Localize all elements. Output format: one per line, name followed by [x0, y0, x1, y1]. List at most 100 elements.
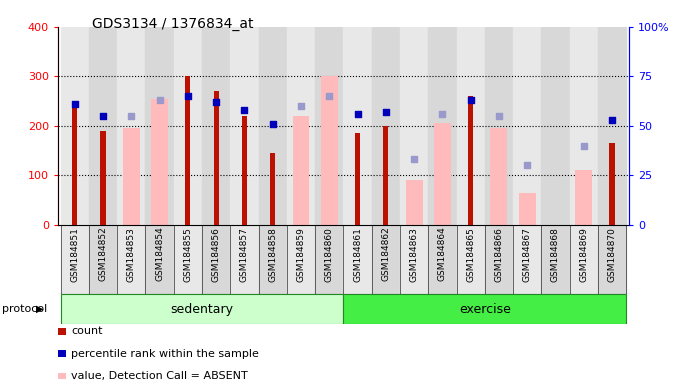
- Bar: [575, 170, 592, 225]
- Bar: [287, 225, 315, 294]
- Bar: [485, 27, 513, 225]
- Bar: [609, 143, 615, 225]
- Bar: [151, 99, 168, 225]
- Text: GSM184870: GSM184870: [607, 227, 617, 281]
- Bar: [343, 225, 372, 294]
- Text: GSM184851: GSM184851: [70, 227, 80, 281]
- Bar: [456, 225, 485, 294]
- Text: ▶: ▶: [36, 304, 44, 314]
- Bar: [372, 225, 400, 294]
- Bar: [214, 91, 219, 225]
- Bar: [570, 225, 598, 294]
- Bar: [89, 225, 117, 294]
- Bar: [231, 27, 258, 225]
- Point: [437, 111, 448, 117]
- Bar: [72, 108, 78, 225]
- Bar: [61, 225, 89, 294]
- Bar: [321, 76, 338, 225]
- Text: GSM184860: GSM184860: [325, 227, 334, 281]
- Point: [98, 113, 109, 119]
- Bar: [513, 27, 541, 225]
- Text: sedentary: sedentary: [171, 303, 233, 316]
- Text: count: count: [71, 326, 103, 336]
- Text: GSM184866: GSM184866: [494, 227, 503, 281]
- Bar: [519, 192, 536, 225]
- Bar: [123, 128, 140, 225]
- Bar: [231, 225, 258, 294]
- Bar: [61, 27, 89, 225]
- Text: percentile rank within the sample: percentile rank within the sample: [71, 349, 259, 359]
- Text: exercise: exercise: [459, 303, 511, 316]
- Bar: [173, 225, 202, 294]
- Bar: [485, 225, 513, 294]
- Bar: [173, 27, 202, 225]
- Text: GSM184853: GSM184853: [127, 227, 136, 281]
- Bar: [405, 180, 422, 225]
- Bar: [598, 27, 626, 225]
- Text: value, Detection Call = ABSENT: value, Detection Call = ABSENT: [71, 371, 248, 381]
- Point: [352, 111, 363, 117]
- Bar: [146, 27, 173, 225]
- Bar: [456, 27, 485, 225]
- Text: GSM184861: GSM184861: [353, 227, 362, 281]
- Bar: [270, 153, 275, 225]
- Text: GSM184869: GSM184869: [579, 227, 588, 281]
- Text: GSM184862: GSM184862: [381, 227, 390, 281]
- Point: [239, 107, 250, 113]
- Bar: [186, 76, 190, 225]
- Point: [154, 97, 165, 103]
- Bar: [400, 27, 428, 225]
- Bar: [242, 116, 247, 225]
- Bar: [258, 225, 287, 294]
- Text: GDS3134 / 1376834_at: GDS3134 / 1376834_at: [92, 17, 253, 31]
- Bar: [570, 27, 598, 225]
- Text: GSM184855: GSM184855: [184, 227, 192, 281]
- Bar: [428, 225, 456, 294]
- Bar: [89, 27, 117, 225]
- Text: GSM184852: GSM184852: [99, 227, 107, 281]
- Point: [296, 103, 307, 109]
- Text: GSM184856: GSM184856: [211, 227, 220, 281]
- Bar: [513, 225, 541, 294]
- Bar: [292, 116, 309, 225]
- Bar: [343, 27, 372, 225]
- Bar: [541, 225, 570, 294]
- Bar: [541, 27, 570, 225]
- Bar: [598, 225, 626, 294]
- Text: GSM184857: GSM184857: [240, 227, 249, 281]
- Text: GSM184864: GSM184864: [438, 227, 447, 281]
- Bar: [101, 131, 105, 225]
- Point: [578, 142, 589, 149]
- Point: [522, 162, 532, 169]
- Text: GSM184863: GSM184863: [409, 227, 419, 281]
- Bar: [202, 225, 231, 294]
- Bar: [490, 128, 507, 225]
- Text: GSM184858: GSM184858: [268, 227, 277, 281]
- Point: [324, 93, 335, 99]
- Text: GSM184868: GSM184868: [551, 227, 560, 281]
- FancyBboxPatch shape: [343, 295, 626, 324]
- Bar: [287, 27, 315, 225]
- Bar: [146, 225, 173, 294]
- Point: [126, 113, 137, 119]
- Point: [380, 109, 391, 115]
- Point: [409, 156, 420, 162]
- Bar: [315, 27, 343, 225]
- Text: GSM184867: GSM184867: [523, 227, 532, 281]
- Bar: [117, 27, 146, 225]
- Point: [494, 113, 505, 119]
- Point: [182, 93, 193, 99]
- Bar: [372, 27, 400, 225]
- Bar: [258, 27, 287, 225]
- Bar: [384, 126, 388, 225]
- Bar: [117, 225, 146, 294]
- Point: [69, 101, 80, 107]
- Point: [465, 97, 476, 103]
- FancyBboxPatch shape: [61, 295, 343, 324]
- Point: [211, 99, 222, 105]
- Bar: [355, 133, 360, 225]
- Bar: [428, 27, 456, 225]
- Text: protocol: protocol: [2, 304, 48, 314]
- Bar: [315, 225, 343, 294]
- Text: GSM184865: GSM184865: [466, 227, 475, 281]
